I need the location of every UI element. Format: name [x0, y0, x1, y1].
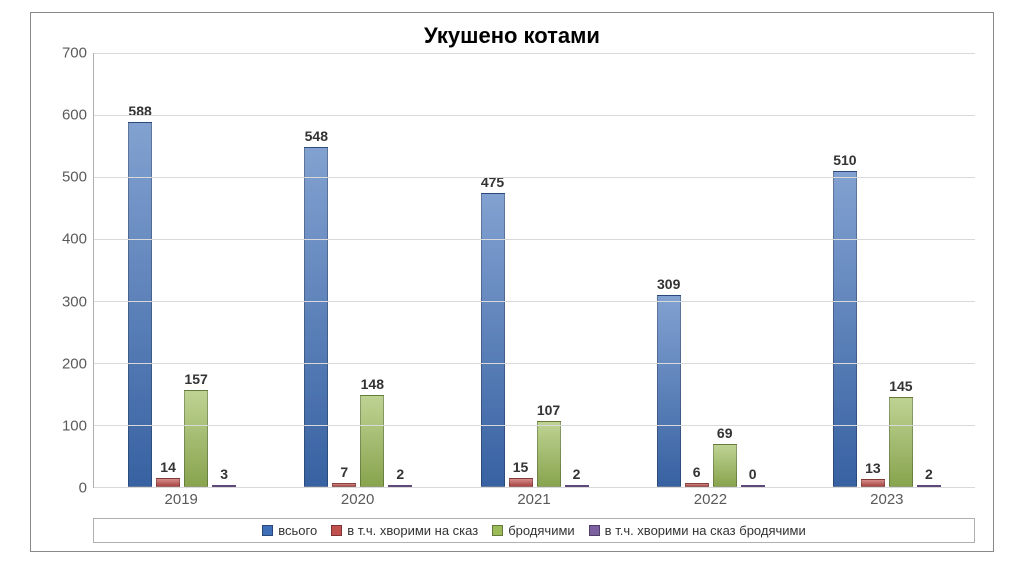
- legend-label: в т.ч. хворими на сказ бродячими: [605, 523, 806, 538]
- y-tick-label: 100: [62, 417, 87, 434]
- bar: 13: [861, 479, 885, 487]
- x-tick-label: 2019: [93, 488, 269, 512]
- bar: 15: [509, 478, 533, 487]
- bar-value-label: 0: [749, 466, 757, 482]
- bar-value-label: 14: [160, 459, 176, 475]
- bar-value-label: 107: [537, 402, 560, 418]
- bar: 157: [184, 390, 208, 487]
- bar-group: 510 13 145 2: [799, 53, 975, 487]
- bar-value-label: 2: [925, 466, 933, 482]
- y-tick-label: 300: [62, 293, 87, 310]
- bar: 145: [889, 397, 913, 487]
- bar-value-label: 475: [481, 174, 504, 190]
- bar-value-label: 6: [693, 464, 701, 480]
- gridline: [94, 301, 975, 302]
- bar-value-label: 510: [833, 152, 856, 168]
- bar-group: 588 14 157 3: [94, 53, 270, 487]
- y-tick-label: 500: [62, 169, 87, 186]
- gridline: [94, 53, 975, 54]
- y-axis: 0100200300400500600700: [49, 53, 93, 488]
- bar-value-label: 3: [220, 466, 228, 482]
- x-tick-label: 2020: [269, 488, 445, 512]
- y-tick-label: 600: [62, 107, 87, 124]
- legend-swatch: [492, 525, 503, 536]
- bar: 69: [713, 444, 737, 487]
- x-tick-label: 2021: [446, 488, 622, 512]
- gridline: [94, 239, 975, 240]
- bar-value-label: 145: [889, 378, 912, 394]
- page-root: Укушено котами 0 100 200 300 400 500 600 700 58…: [0, 0, 1024, 581]
- bar-value-label: 588: [128, 103, 151, 119]
- y-tick-label: 200: [62, 355, 87, 372]
- y-tick-label: 400: [62, 231, 87, 248]
- bar-value-label: 2: [573, 466, 581, 482]
- plot-area: 588 14 157 3 548 7 148 2 475 15 107 2 309 6 69 0 510 13 14…: [93, 53, 975, 488]
- bar: 309: [657, 295, 681, 487]
- bar: 510: [833, 171, 857, 487]
- gridline: [94, 363, 975, 364]
- gridline: [94, 115, 975, 116]
- legend-swatch: [331, 525, 342, 536]
- bar-group: 548 7 148 2: [270, 53, 446, 487]
- bar: 14: [156, 478, 180, 487]
- chart-title: Укушено котами: [49, 23, 975, 49]
- legend: всього в т.ч. хворими на сказ бродячими в т…: [93, 518, 975, 543]
- gridline: [94, 177, 975, 178]
- bar: 475: [481, 193, 505, 487]
- bar-value-label: 69: [717, 425, 733, 441]
- y-tick-label: 700: [62, 45, 87, 62]
- legend-label: в т.ч. хворими на сказ: [347, 523, 478, 538]
- bar-value-label: 309: [657, 276, 680, 292]
- y-tick-label: 0: [79, 480, 87, 497]
- gridline: [94, 487, 975, 488]
- legend-item: в т.ч. хворими на сказ бродячими: [589, 523, 806, 538]
- gridline: [94, 425, 975, 426]
- bar-value-label: 15: [513, 459, 529, 475]
- bar: 548: [304, 147, 328, 487]
- plot-wrap: 0100200300400500600700 58814157354871482…: [49, 53, 975, 488]
- bar-group: 475 15 107 2: [446, 53, 622, 487]
- legend-item: бродячими: [492, 523, 574, 538]
- legend-item: всього: [262, 523, 317, 538]
- x-tick-label: 2023: [799, 488, 975, 512]
- chart-frame: Укушено котами 0 100 200 300 400 500 600 700 58…: [30, 12, 994, 552]
- bar: 148: [360, 395, 384, 487]
- bar: 107: [537, 421, 561, 487]
- bar-value-label: 2: [396, 466, 404, 482]
- x-tick-label: 2022: [622, 488, 798, 512]
- bar-groups: 588 14 157 3 548 7 148 2 475 15 107 2 309 6 69 0 510 13 14…: [94, 53, 975, 487]
- bar-value-label: 148: [361, 376, 384, 392]
- legend-label: всього: [278, 523, 317, 538]
- bar-value-label: 157: [184, 371, 207, 387]
- legend-swatch: [589, 525, 600, 536]
- legend-swatch: [262, 525, 273, 536]
- x-axis: 20192020202120222023: [93, 488, 975, 512]
- bar-value-label: 548: [305, 128, 328, 144]
- bar-value-label: 7: [340, 464, 348, 480]
- legend-label: бродячими: [508, 523, 574, 538]
- bar-value-label: 13: [865, 460, 881, 476]
- legend-item: в т.ч. хворими на сказ: [331, 523, 478, 538]
- bar-group: 309 6 69 0: [623, 53, 799, 487]
